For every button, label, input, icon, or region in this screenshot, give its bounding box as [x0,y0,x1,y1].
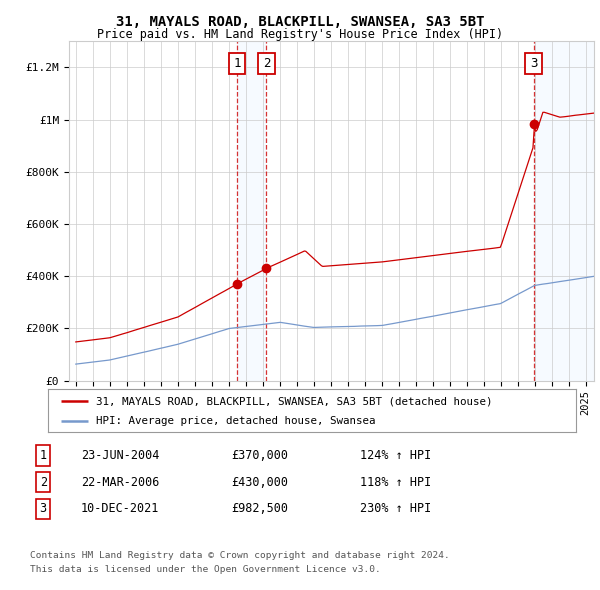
Text: 230% ↑ HPI: 230% ↑ HPI [360,502,431,515]
Text: 3: 3 [40,502,47,515]
Text: HPI: Average price, detached house, Swansea: HPI: Average price, detached house, Swan… [95,417,375,426]
Text: 31, MAYALS ROAD, BLACKPILL, SWANSEA, SA3 5BT: 31, MAYALS ROAD, BLACKPILL, SWANSEA, SA3… [116,15,484,29]
Bar [533,41,594,381]
Text: This data is licensed under the Open Government Licence v3.0.: This data is licensed under the Open Gov… [30,565,381,574]
Text: 31, MAYALS ROAD, BLACKPILL, SWANSEA, SA3 5BT (detached house): 31, MAYALS ROAD, BLACKPILL, SWANSEA, SA3… [95,396,492,407]
Text: 22-MAR-2006: 22-MAR-2006 [81,476,160,489]
Text: Price paid vs. HM Land Registry's House Price Index (HPI): Price paid vs. HM Land Registry's House … [97,28,503,41]
Text: 118% ↑ HPI: 118% ↑ HPI [360,476,431,489]
Text: 1: 1 [233,57,241,70]
Text: £982,500: £982,500 [231,502,288,515]
Text: 23-JUN-2004: 23-JUN-2004 [81,449,160,462]
Text: Contains HM Land Registry data © Crown copyright and database right 2024.: Contains HM Land Registry data © Crown c… [30,551,450,560]
Text: 124% ↑ HPI: 124% ↑ HPI [360,449,431,462]
Text: 2: 2 [263,57,270,70]
Text: £430,000: £430,000 [231,476,288,489]
Text: 3: 3 [530,57,537,70]
Text: 2: 2 [40,476,47,489]
Text: 1: 1 [40,449,47,462]
Bar [237,41,266,381]
Text: £370,000: £370,000 [231,449,288,462]
Text: 10-DEC-2021: 10-DEC-2021 [81,502,160,515]
